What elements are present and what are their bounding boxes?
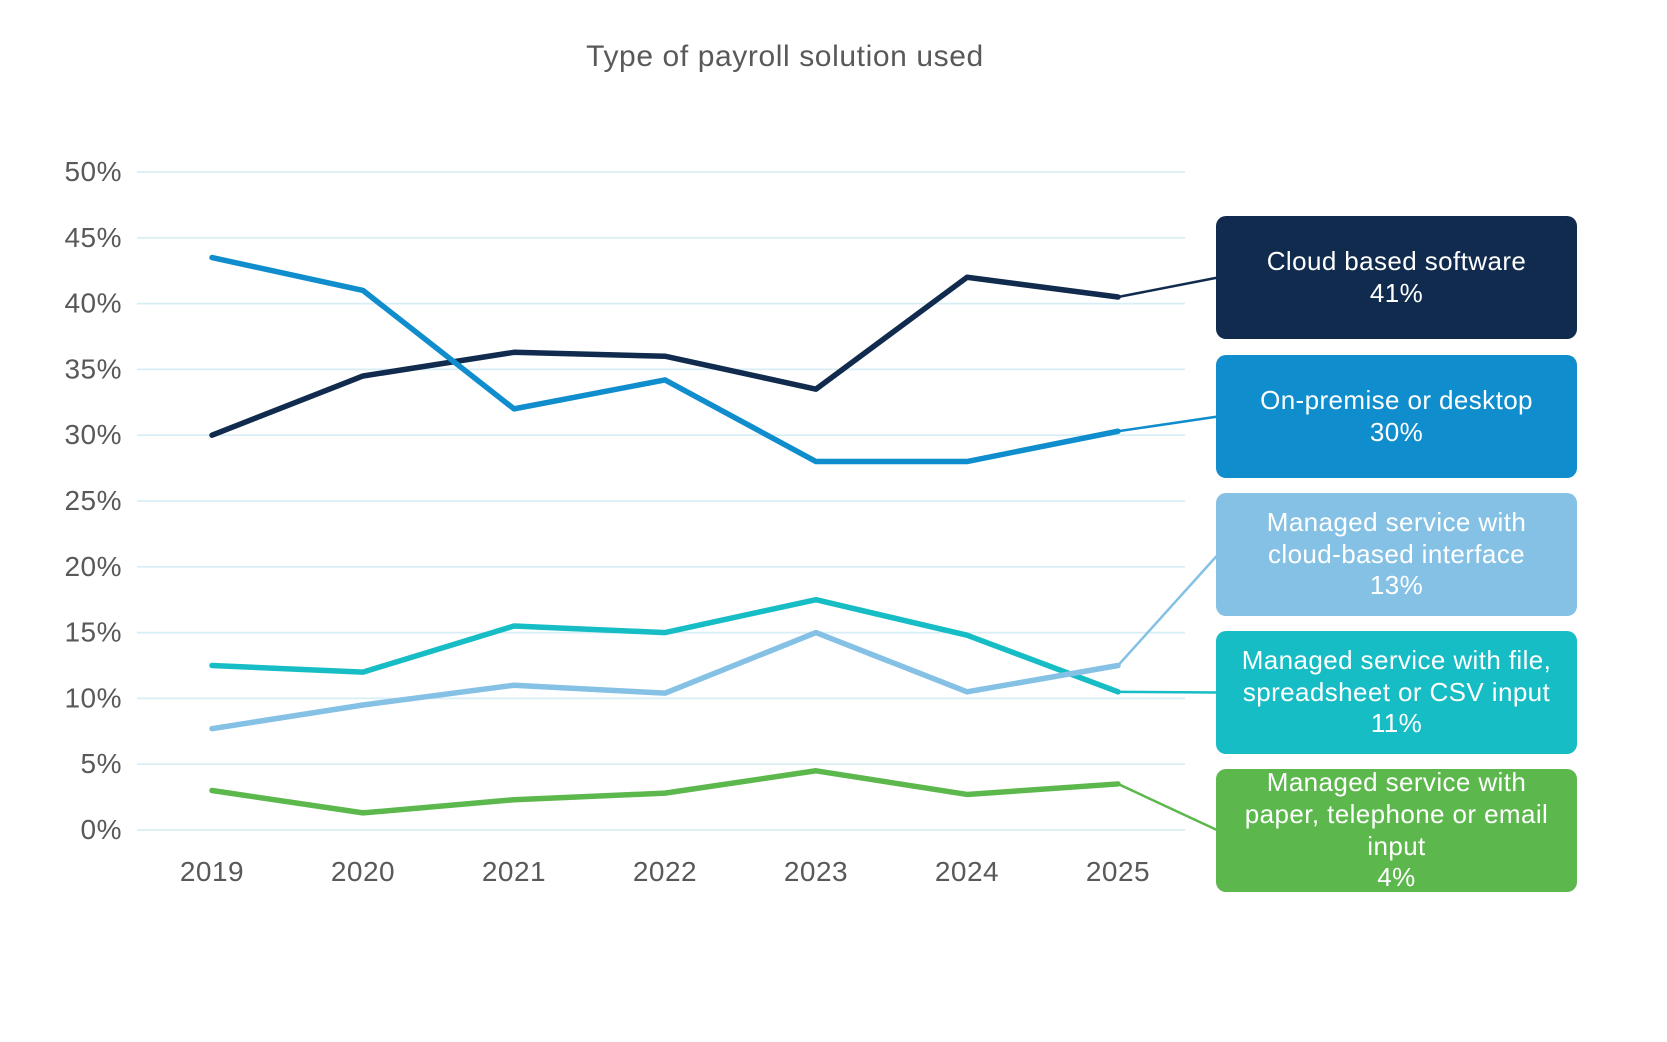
series-line-managed-service-with-file-spreadsheet-or-csv-input [209,596,1121,695]
legend-value: 4% [1377,862,1416,893]
y-axis-tick-label: 35% [64,353,122,384]
chart-title: Type of payroll solution used [586,40,984,73]
y-axis-tick-label: 50% [64,156,122,187]
legend-connector-managed-service-with-file-spreadsheet-or-csv-input [1117,690,1219,694]
x-axis-tick-label: 2021 [482,856,546,887]
y-axis-tick-label: 15% [64,617,122,648]
legend-label: Managed service with file, spreadsheet o… [1241,644,1552,707]
x-axis-tick-label: 2024 [935,856,999,887]
legend-connector-managed-service-with-paper-telephone-or-email-input [1117,782,1219,832]
legend-value: 11% [1370,708,1423,739]
y-axis-tick-label: 30% [64,419,122,450]
legend-label: Managed service with paper, telephone or… [1244,767,1549,861]
legend-card-managed-service-paper-phone-email: Managed service with paper, telephone or… [1216,767,1577,893]
series-line-managed-service-with-cloud-based-interface [209,629,1121,732]
x-axis-tick-label: 2020 [331,856,395,887]
legend-card-cloud-based-software: Cloud based software 41% [1216,216,1577,339]
y-axis-tick-label: 10% [64,682,122,713]
y-axis-tick-label: 25% [64,485,122,516]
legend-card-managed-service-file-csv: Managed service with file, spreadsheet o… [1216,631,1577,754]
legend-value: 13% [1369,570,1424,601]
legend-label: Cloud based software [1266,245,1527,276]
legend-card-on-premise-or-desktop: On-premise or desktop 30% [1216,355,1577,478]
x-axis-tick-label: 2022 [633,856,697,887]
legend-connector-on-premise-or-desktop [1117,415,1219,433]
series-line-on-premise-or-desktop [209,254,1121,465]
legend-connector-managed-service-with-cloud-based-interface [1117,553,1219,667]
y-axis-tick-label: 5% [81,748,122,779]
series-line-managed-service-with-paper-telephone-or-email-input [209,768,1121,816]
x-axis-tick-label: 2019 [180,856,244,887]
legend-label: On-premise or desktop [1260,384,1533,415]
y-axis-tick-label: 0% [81,814,122,845]
y-axis-tick-label: 45% [64,222,122,253]
legend-value: 30% [1369,416,1424,447]
y-axis-tick-label: 40% [64,288,122,319]
x-axis-tick-label: 2023 [784,856,848,887]
legend-label: Managed service with cloud-based interfa… [1266,506,1527,569]
legend-card-managed-service-cloud-interface: Managed service with cloud-based interfa… [1216,493,1577,616]
series-line-cloud-based-software [209,274,1121,438]
legend-value: 41% [1369,277,1424,308]
y-axis-tick-label: 20% [64,551,122,582]
legend-connector-cloud-based-software [1117,276,1219,299]
x-axis-tick-label: 2025 [1086,856,1150,887]
